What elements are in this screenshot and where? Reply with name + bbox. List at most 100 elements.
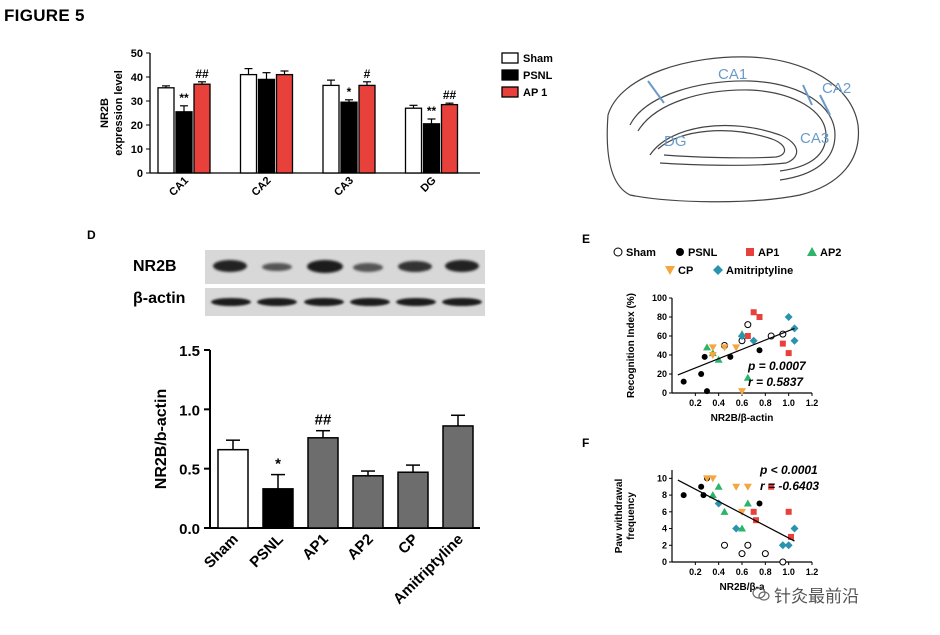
y-axis-label: NR2B/b-actin — [153, 389, 170, 489]
significance-label: ## — [315, 412, 332, 429]
recognition-scatter-chart: 0 20 40 60 80 100 0.2 0.4 0.6 0.8 1.0 1.2 NR2B/β-act… — [613, 247, 841, 424]
marker-ap1 — [785, 508, 792, 515]
y-axis-label: Recognition Index (%) — [626, 293, 637, 398]
blot-band — [350, 298, 390, 306]
x-tick-label: 0.6 — [736, 398, 749, 408]
marker-ap1 — [750, 309, 757, 316]
blot-strip-nr2b — [205, 250, 485, 284]
marker-ap1 — [768, 483, 775, 490]
y-tick-label: 80 — [657, 312, 667, 322]
bar — [397, 471, 429, 529]
marker-ap2 — [743, 373, 752, 381]
x-tick-label: AP2 — [344, 531, 377, 564]
marker-sham — [761, 550, 769, 558]
wechat-icon — [752, 586, 770, 607]
y-tick-label: 8 — [662, 490, 667, 500]
marker-ap2 — [708, 491, 717, 499]
region-label-ca3: CA3 — [800, 130, 829, 147]
bar — [322, 84, 340, 174]
y-tick-label: 0.0 — [179, 521, 200, 538]
ca1-boundary — [647, 80, 665, 104]
x-tick-label: 0.8 — [759, 567, 772, 577]
x-tick-label: DG — [418, 175, 438, 195]
bar — [440, 103, 459, 174]
legend-swatch — [501, 69, 519, 81]
marker-psnl — [704, 388, 710, 395]
x-tick-label: 0.2 — [689, 567, 702, 577]
y-tick-label: 2 — [662, 540, 667, 550]
marker-ap2 — [720, 507, 729, 515]
bar — [239, 73, 258, 174]
western-blot: NR2B β-actin — [133, 250, 490, 320]
blot-band — [445, 260, 479, 272]
marker-amitriptyline — [738, 332, 746, 340]
y-tick-label: 40 — [131, 72, 143, 84]
ca3-boundary — [819, 94, 831, 116]
y-tick-label: 100 — [652, 293, 667, 303]
r-value: r = 0.5837 — [748, 375, 804, 389]
marker-amitriptyline — [713, 265, 723, 275]
x-tick-label: 0.4 — [712, 567, 725, 577]
y-tick-label: 6 — [662, 507, 667, 517]
region-label-ca2: CA2 — [822, 80, 851, 97]
marker-amitriptyline — [714, 499, 723, 508]
hippocampus-outline — [606, 56, 860, 203]
blot-band — [304, 298, 344, 306]
marker-psnl — [698, 371, 705, 377]
bar — [275, 73, 294, 174]
bar — [217, 448, 249, 529]
significance-label: # — [364, 67, 371, 81]
bar — [422, 123, 441, 174]
marker-amitriptyline — [784, 541, 793, 550]
bar — [404, 107, 423, 174]
legend-label: AP1 — [758, 247, 779, 259]
marker-ap1 — [788, 533, 794, 540]
y-tick-label: 0 — [662, 388, 667, 398]
marker-ap1 — [750, 508, 757, 515]
marker-cp — [720, 344, 729, 352]
p-value: p < 0.0001 — [759, 463, 818, 477]
marker-sham — [613, 247, 623, 257]
x-tick-label: CA3 — [332, 175, 356, 199]
y-tick-label: 20 — [131, 120, 143, 132]
x-tick-label: AP1 — [299, 531, 332, 564]
marker-cp — [743, 483, 752, 491]
blot-band — [211, 298, 251, 306]
x-tick-label: 1.2 — [806, 567, 819, 577]
marker-psnl — [727, 353, 734, 360]
marker-amitriptyline — [790, 336, 799, 345]
blot-strip-beta-actin — [205, 288, 485, 316]
ca2-boundary — [802, 84, 813, 106]
significance-label: ** — [179, 91, 189, 105]
marker-amitriptyline — [778, 541, 787, 550]
significance-label: * — [347, 85, 352, 99]
bar — [340, 101, 358, 174]
y-axis-label: NR2B — [99, 98, 111, 128]
x-tick-label: 0.6 — [736, 567, 749, 577]
marker-ap1 — [779, 340, 786, 347]
marker-ap2 — [738, 524, 746, 532]
marker-psnl — [680, 492, 687, 499]
significance-label: * — [275, 456, 281, 473]
significance-label: ** — [427, 104, 437, 118]
y-tick-label: 40 — [657, 350, 667, 360]
nr2b-ratio-bar-chart: 0.0 0.5 1.0 1.5 NR2B/b-actin Sham * PSNL ## AP1 AP… — [153, 343, 480, 608]
marker-sham — [738, 550, 746, 558]
blot-band — [213, 260, 247, 272]
region-label-dg: DG — [664, 133, 687, 150]
legend-label: Sham — [523, 53, 553, 65]
marker-cp — [708, 475, 717, 483]
marker-sham — [744, 541, 752, 549]
y-tick-label: 0 — [662, 557, 667, 567]
marker-ap1 — [753, 517, 759, 524]
marker-ap1 — [746, 248, 754, 256]
y-tick-label: 10 — [131, 144, 143, 156]
marker-ap2 — [807, 247, 817, 256]
marker-sham — [744, 321, 752, 329]
marker-amitriptyline — [784, 313, 793, 321]
regression-line — [677, 479, 795, 542]
dg-layer-inner — [657, 130, 786, 159]
y-tick-label: 60 — [657, 331, 667, 341]
significance-label: ## — [443, 88, 457, 102]
legend-label: AP 1 — [523, 87, 547, 99]
